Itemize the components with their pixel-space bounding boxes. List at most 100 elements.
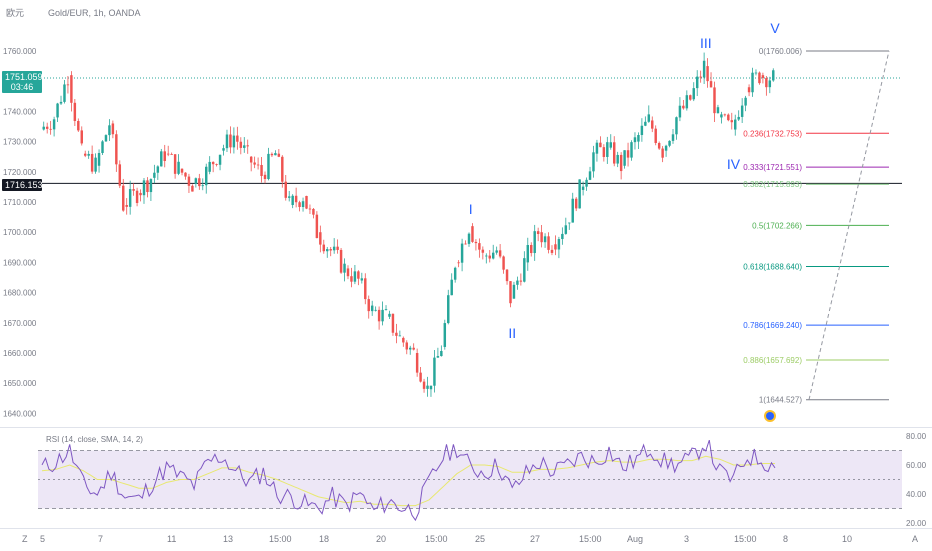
candle-body [143,180,145,195]
candle-body [374,310,376,311]
candle-body [426,386,428,389]
fib-level-label: 0.5(1702.266) [752,221,802,230]
wave-label-ii: II [508,325,516,341]
candle-body [495,250,497,252]
x-tick-label: 13 [223,534,233,544]
candle-body [409,348,411,350]
candle-body [129,189,131,207]
candle-body [285,182,287,198]
candle-body [181,169,183,173]
candle-body [326,249,328,251]
candle-body [450,280,452,295]
candle-body [333,247,335,251]
candle-body [444,323,446,347]
y-tick-label: 1700.000 [3,228,37,237]
candle-body [706,66,708,81]
current-price-tag: 1751.059 03:46 [2,71,42,93]
candle-body [748,87,750,92]
y-tick-label: 1740.000 [3,107,37,116]
rsi-title: RSI (14, close, SMA, 14, 2) [46,435,143,444]
candle-body [94,158,96,172]
y-tick-label: 1710.000 [3,198,37,207]
candle-body [108,125,110,135]
candle-body [233,136,235,148]
candle-body [229,135,231,148]
candle-body [402,338,404,343]
candle-body [731,120,733,122]
candle-body [696,77,698,89]
candle-body [485,256,487,257]
candle-body [423,382,425,389]
candle-body [84,154,86,156]
rsi-pane[interactable]: 80.00 60.00 40.00 20.00 RSI (14, close, SMA,… [0,428,932,528]
candle-body [157,166,159,172]
candle-body [758,73,760,84]
candle-body [682,106,684,109]
candle-body [724,114,726,115]
candle-body [160,151,162,166]
x-tick-label: 18 [319,534,329,544]
event-marker-icon-inner [766,412,774,420]
zoom-button[interactable]: Z [22,534,28,544]
candle-body [575,199,577,209]
candle-body [347,268,349,276]
candle-body [596,143,598,154]
candle-body [737,117,739,120]
wave-label-iii: III [700,35,712,51]
candle-body [478,243,480,250]
candle-body [741,106,743,117]
candle-body [295,196,297,202]
candle-body [271,154,273,155]
candle-body [634,137,636,142]
candle-body [281,157,283,182]
candle-body [164,151,166,161]
x-tick-label: 5 [40,534,45,544]
rsi-y-tick-label: 40.00 [906,490,927,499]
candle-body [153,173,155,178]
y-tick-label: 1680.000 [3,289,37,298]
candle-body [91,154,93,172]
candle-body [762,75,764,78]
candle-body [381,310,383,321]
candle-body [222,148,224,150]
candle-body [250,157,252,163]
candle-body [599,143,601,147]
candle-body [547,236,549,250]
candle-body [205,167,207,185]
candle-body [264,175,266,179]
candle-body [430,386,432,390]
fib-level-label: 1(1644.527) [759,396,802,405]
candle-body [305,196,307,209]
rsi-y-tick-label: 80.00 [906,432,927,441]
candle-body [67,84,69,85]
candle-body [565,225,567,234]
candle-body [136,191,138,203]
auto-scale-button[interactable]: A [912,534,918,544]
x-tick-label: 10 [842,534,852,544]
fib-level-label: 0.886(1657.692) [743,356,802,365]
candle-body [641,126,643,135]
wave-label-v: V [770,20,780,36]
fib-level-label: 0.618(1688.640) [743,263,802,272]
candle-body [530,245,532,253]
time-axis[interactable]: 5 7 11 13 15:00 18 20 15:00 25 27 15:00 Aug 3 15:00 8 1… [0,528,932,551]
main-price-chart[interactable]: 1760.0001750.0001740.0001730.0001720.000… [0,0,932,430]
candle-body [208,162,210,172]
candle-body [603,147,605,157]
candle-body [202,185,204,186]
candle-body [610,142,612,147]
candle-body [516,281,518,285]
candle-body [544,236,546,242]
candle-body [412,348,414,350]
fib-level-label: 0.236(1732.753) [743,129,802,138]
candle-body [561,234,563,239]
candle-body [589,171,591,179]
candle-body [274,153,276,155]
candle-body [620,155,622,171]
candle-body [343,264,345,273]
fib-level-label: 0.333(1721.551) [743,163,802,172]
candle-body [146,180,148,192]
candle-body [243,145,245,148]
y-tick-label: 1660.000 [3,349,37,358]
y-tick-label: 1640.000 [3,409,37,418]
